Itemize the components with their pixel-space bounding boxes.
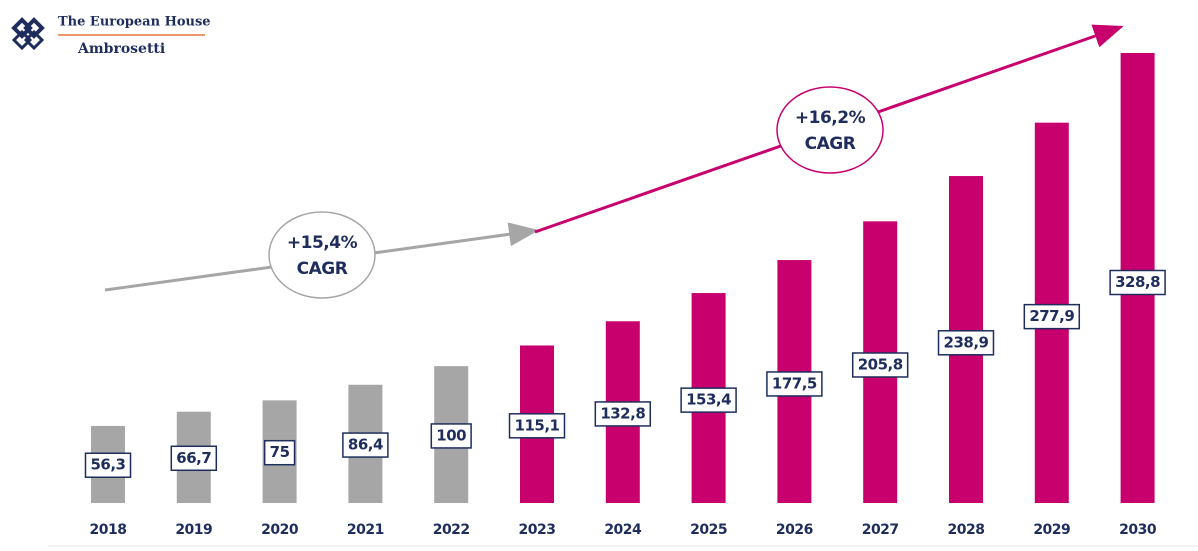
data-label-box <box>342 432 389 458</box>
data-label-box <box>1023 303 1081 330</box>
annotation-circle <box>776 86 884 174</box>
x-tick-label: 2027 <box>862 522 899 538</box>
data-label-box <box>84 452 132 478</box>
x-tick-label: 2018 <box>90 522 127 538</box>
data-label-box <box>170 445 218 472</box>
x-tick-label: 2030 <box>1119 522 1157 538</box>
data-label-box <box>680 387 737 413</box>
data-label: 277,9 <box>1029 307 1074 325</box>
data-label: 100 <box>436 426 466 444</box>
x-tick-label: 2020 <box>261 522 299 538</box>
data-label: 115,1 <box>515 416 560 434</box>
subbrand: Ambrosetti <box>77 41 165 57</box>
annotation-text: CAGR <box>297 259 348 279</box>
logo: The European House Ambrosetti <box>11 15 211 57</box>
x-tick-label: 2029 <box>1033 522 1070 538</box>
data-label: 75 <box>270 443 290 461</box>
data-label-box <box>1109 269 1166 296</box>
data-label: 153,4 <box>686 391 731 409</box>
x-tick-label: 2023 <box>519 522 556 538</box>
data-label: 132,8 <box>600 404 645 422</box>
data-label-box <box>766 371 823 397</box>
annotation-text: +16,2% <box>795 108 866 128</box>
data-label-box <box>937 330 995 356</box>
data-label-box <box>263 439 296 466</box>
x-tick-label: 2026 <box>776 522 813 538</box>
x-tick-label: 2024 <box>604 522 642 538</box>
brand: The European House <box>58 15 211 30</box>
data-label: 56,3 <box>90 456 125 474</box>
data-label: 328,8 <box>1115 273 1160 291</box>
data-label: 66,7 <box>176 449 211 467</box>
x-tick-label: 2019 <box>175 522 212 538</box>
data-label-box <box>430 423 472 449</box>
data-label: 205,8 <box>858 355 903 373</box>
x-tick-label: 2021 <box>347 522 384 538</box>
data-label-box <box>508 413 566 439</box>
data-label-box <box>851 352 909 378</box>
x-tick-label: 2025 <box>690 522 727 538</box>
annotation-text: +15,4% <box>287 233 358 253</box>
data-label: 177,5 <box>772 374 817 392</box>
annotation-text: CAGR <box>805 134 856 154</box>
x-tick-label: 2022 <box>433 522 470 538</box>
x-tick-label: 2028 <box>948 522 985 538</box>
data-label-box <box>594 401 652 427</box>
annotation-circle <box>268 211 376 299</box>
data-label: 238,9 <box>944 333 989 351</box>
data-label: 86,4 <box>348 436 383 454</box>
